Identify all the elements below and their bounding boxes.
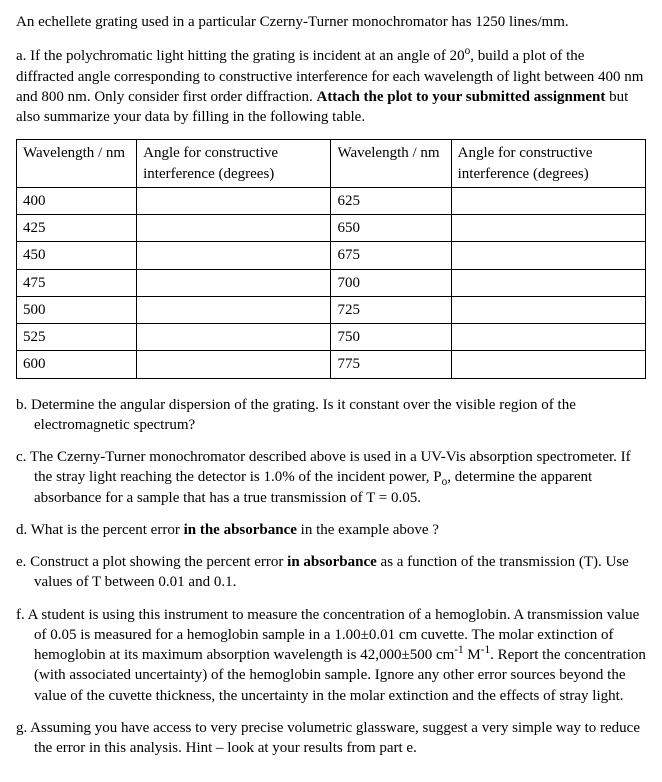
header-angle-left: Angle for constructive interference (deg… [137, 140, 331, 188]
table-header-row: Wavelength / nm Angle for constructive i… [17, 140, 646, 188]
qe-bold: in absorbance [287, 554, 377, 570]
question-c: c. The Czerny-Turner monochromator descr… [16, 447, 646, 508]
question-f: f. A student is using this instrument to… [16, 605, 646, 706]
table-row: 600 775 [17, 351, 646, 378]
table-row: 425 650 [17, 215, 646, 242]
cell-wl: 625 [331, 187, 451, 214]
cell-wl: 500 [17, 296, 137, 323]
qd-pre: d. What is the percent error [16, 522, 184, 538]
table-row: 475 700 [17, 269, 646, 296]
cell-wl: 725 [331, 296, 451, 323]
qd-post: in the example above ? [297, 522, 439, 538]
cell-ang [451, 187, 645, 214]
cell-wl: 650 [331, 215, 451, 242]
cell-ang [451, 324, 645, 351]
question-a: a. If the polychromatic light hitting th… [16, 46, 646, 127]
qf-mid: M [464, 647, 481, 663]
cell-ang [451, 215, 645, 242]
intro-text: An echellete grating used in a particula… [16, 12, 646, 32]
qd-bold: in the absorbance [184, 522, 297, 538]
cell-wl: 775 [331, 351, 451, 378]
cell-ang [451, 269, 645, 296]
cell-wl: 700 [331, 269, 451, 296]
cell-wl: 525 [17, 324, 137, 351]
question-d: d. What is the percent error in the abso… [16, 520, 646, 540]
table-row: 525 750 [17, 324, 646, 351]
cell-ang [451, 242, 645, 269]
qa-bold: Attach the plot to your submitted assign… [316, 89, 605, 105]
question-e: e. Construct a plot showing the percent … [16, 552, 646, 593]
cell-ang [137, 215, 331, 242]
header-wavelength-right: Wavelength / nm [331, 140, 451, 188]
cell-wl: 475 [17, 269, 137, 296]
cell-ang [137, 187, 331, 214]
table-row: 450 675 [17, 242, 646, 269]
cell-wl: 450 [17, 242, 137, 269]
qf-sup2: -1 [481, 644, 490, 656]
question-b: b. Determine the angular dispersion of t… [16, 395, 646, 436]
data-table: Wavelength / nm Angle for constructive i… [16, 139, 646, 378]
cell-ang [137, 242, 331, 269]
cell-ang [451, 351, 645, 378]
cell-wl: 400 [17, 187, 137, 214]
table-row: 500 725 [17, 296, 646, 323]
qa-pre: a. If the polychromatic light hitting th… [16, 48, 465, 64]
cell-ang [137, 351, 331, 378]
cell-wl: 750 [331, 324, 451, 351]
cell-wl: 425 [17, 215, 137, 242]
table-row: 400 625 [17, 187, 646, 214]
question-g: g. Assuming you have access to very prec… [16, 718, 646, 759]
qf-sup1: -1 [454, 644, 463, 656]
cell-ang [137, 269, 331, 296]
header-wavelength-left: Wavelength / nm [17, 140, 137, 188]
cell-ang [137, 324, 331, 351]
cell-wl: 600 [17, 351, 137, 378]
cell-ang [451, 296, 645, 323]
qe-pre: e. Construct a plot showing the percent … [16, 554, 287, 570]
header-angle-right: Angle for constructive interference (deg… [451, 140, 645, 188]
cell-wl: 675 [331, 242, 451, 269]
cell-ang [137, 296, 331, 323]
